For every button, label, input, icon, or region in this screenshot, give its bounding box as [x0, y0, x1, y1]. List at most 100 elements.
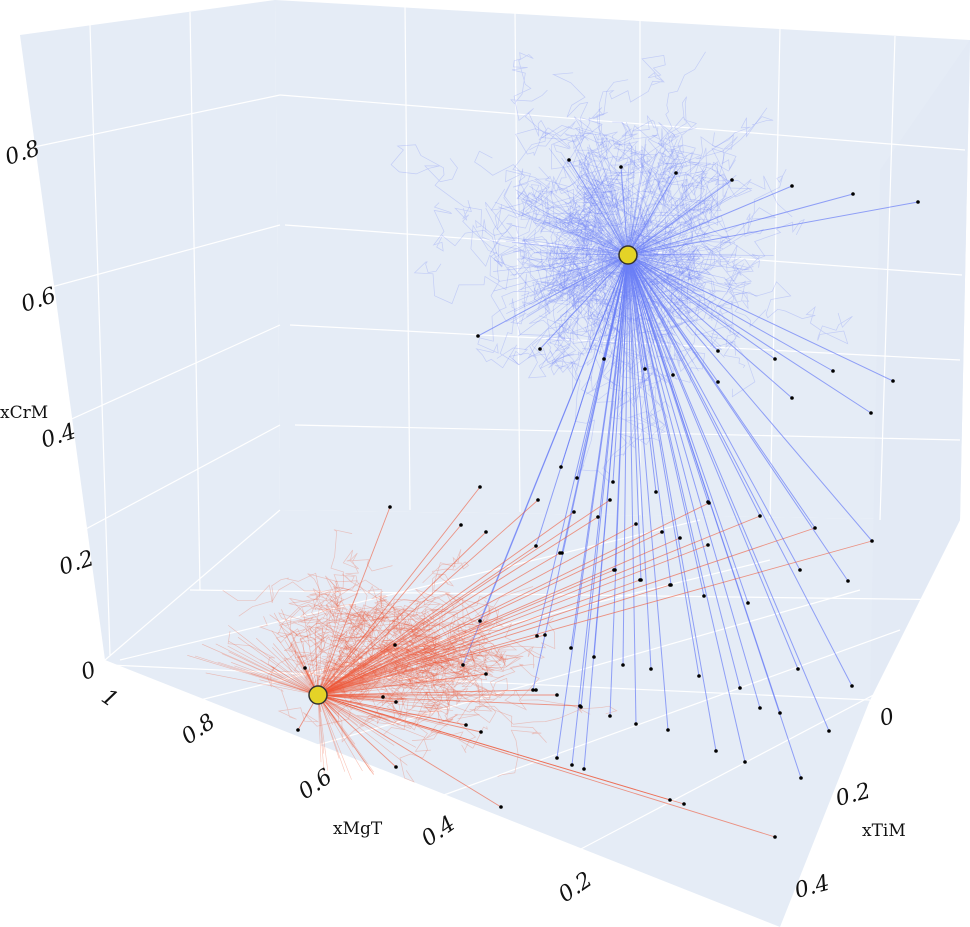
- blue-core-line: [627, 253, 699, 256]
- blue-core-line: [627, 254, 758, 297]
- blue-core-line: [567, 254, 629, 256]
- red-trace: [406, 644, 460, 689]
- blue-trace: [475, 261, 566, 369]
- blue-trace: [613, 140, 660, 196]
- blue-core-line: [579, 161, 629, 256]
- red-core-line: [317, 694, 325, 774]
- red-trace: [337, 610, 386, 665]
- red-core-line: [317, 694, 371, 771]
- red-core-line: [255, 637, 319, 696]
- blue-core-line: [557, 254, 629, 314]
- data-point: [799, 776, 803, 780]
- blue-spoke: [539, 254, 629, 350]
- red-trace: [316, 580, 354, 662]
- red-core-line: [317, 694, 374, 773]
- data-point: [674, 171, 678, 175]
- red-core-line: [317, 627, 323, 696]
- blue-trace: [522, 187, 597, 285]
- blue-trace: [548, 269, 615, 382]
- blue-core-line: [528, 254, 629, 305]
- red-trace: [423, 643, 545, 663]
- blue-trace: [651, 253, 713, 326]
- data-point: [643, 367, 647, 371]
- red-core-line: [317, 667, 433, 696]
- red-trace: [413, 634, 499, 689]
- blue-core-line: [517, 254, 629, 337]
- data-point: [619, 165, 623, 169]
- blue-core-line: [627, 235, 714, 256]
- data-point: [394, 765, 398, 769]
- red-trace: [266, 654, 344, 688]
- blue-trace: [636, 259, 717, 313]
- red-trace: [269, 590, 344, 651]
- grid-line: [299, 589, 861, 751]
- red-trace: [330, 529, 366, 630]
- blue-spoke: [620, 166, 629, 256]
- blue-trace: [562, 204, 650, 268]
- blue-trace: [674, 159, 753, 295]
- blue-trace: [546, 222, 630, 307]
- red-trace: [303, 609, 390, 679]
- red-spoke: [317, 506, 391, 696]
- red-trace: [434, 684, 618, 725]
- blue-trace: [512, 112, 614, 303]
- data-point: [567, 158, 571, 162]
- data-point: [682, 802, 686, 806]
- blue-core-line: [627, 254, 694, 364]
- blue-trace: [650, 135, 703, 217]
- data-point: [716, 349, 720, 353]
- red-spoke: [317, 486, 481, 696]
- blue-core-line: [627, 178, 705, 256]
- blue-core-line: [627, 218, 702, 256]
- red-core-line: [234, 665, 319, 696]
- red-spoke: [317, 694, 776, 838]
- data-point: [678, 536, 682, 540]
- data-point: [758, 706, 762, 710]
- red-core-line: [221, 653, 319, 696]
- blue-trace: [608, 116, 774, 197]
- red-spoke: [317, 527, 816, 696]
- blue-spoke: [627, 179, 733, 256]
- blue-core-line: [627, 254, 735, 258]
- blue-trace: [540, 212, 630, 342]
- red-core-line: [317, 694, 389, 721]
- red-spoke: [317, 502, 710, 696]
- blue-trace: [617, 238, 727, 294]
- data-point: [484, 672, 488, 676]
- blue-spoke: [627, 254, 652, 670]
- data-point: [827, 729, 831, 733]
- blue-core-line: [541, 195, 629, 256]
- right-wall: [870, 40, 970, 700]
- red-spoke: [317, 552, 561, 696]
- red-core-line: [317, 682, 382, 696]
- red-core-line: [317, 682, 378, 696]
- red-spoke: [317, 531, 487, 696]
- blue-core-line: [627, 254, 725, 279]
- red-spoke: [317, 569, 615, 696]
- blue-trace: [527, 258, 627, 363]
- blue-core-line: [505, 240, 629, 256]
- blue-spoke: [536, 254, 629, 637]
- blue-core-line: [517, 254, 629, 324]
- blue-core-line: [584, 172, 629, 256]
- data-point: [531, 688, 535, 692]
- red-trace: [373, 549, 462, 636]
- blue-core-line: [510, 254, 629, 276]
- blue-core-line: [627, 188, 749, 256]
- red-trace: [398, 599, 458, 652]
- blue-core-line: [565, 254, 629, 332]
- red-core-line: [228, 625, 319, 696]
- grid-line: [294, 424, 961, 441]
- blue-core-line: [508, 254, 629, 305]
- blue-core-line: [541, 254, 629, 280]
- x-tick-label: 0.4: [417, 811, 460, 852]
- data-point: [596, 515, 600, 519]
- blue-trace: [580, 193, 670, 308]
- red-trace: [399, 690, 454, 783]
- blue-trace: [685, 134, 738, 222]
- blue-core-line: [627, 254, 699, 372]
- red-core-line: [250, 673, 319, 696]
- blue-trace: [557, 218, 625, 301]
- grid-line: [24, 324, 281, 441]
- blue-trace: [627, 172, 727, 230]
